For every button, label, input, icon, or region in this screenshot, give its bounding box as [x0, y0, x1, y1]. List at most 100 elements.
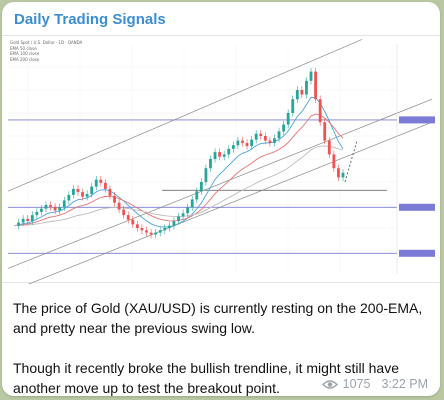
candle-body [295, 90, 299, 100]
candle-body [309, 71, 313, 81]
price-tag [399, 116, 435, 124]
candle-body [158, 230, 162, 233]
candle-body [177, 216, 180, 222]
candle-body [122, 209, 126, 216]
chart-axis [396, 44, 435, 274]
channel-lower [7, 98, 433, 269]
candle-body [332, 154, 336, 169]
message-meta: 1075 3:22 PM [321, 377, 428, 391]
legend-ema-200: EMA 200 close [10, 56, 40, 62]
candle-body [103, 182, 107, 189]
price-tag [399, 249, 435, 257]
legend-ema-50: EMA 50 close [10, 45, 37, 51]
candle-body [131, 219, 135, 225]
candle-body [35, 211, 39, 216]
candle-body [167, 225, 171, 228]
candle-body [113, 195, 116, 203]
candle-body [318, 99, 322, 123]
price-tag [399, 203, 435, 211]
candle-body [49, 205, 52, 207]
candle-body [186, 207, 190, 214]
candle-body [282, 124, 285, 132]
candle-body [94, 179, 98, 187]
candle-body [245, 142, 249, 147]
message-bubble: Daily Trading Signals Gold Spot / U.S. D… [2, 2, 440, 396]
candle-body [44, 205, 48, 209]
candle-body [145, 230, 148, 233]
candle-body [21, 218, 25, 223]
channel-lower-2 [27, 121, 433, 284]
candle-body [108, 188, 112, 196]
candle-body [323, 122, 327, 141]
chart-instrument: Gold Spot / U.S. Dollar · 1D · OANDA [10, 40, 83, 45]
eye-icon [321, 379, 338, 389]
candle-body [90, 186, 94, 194]
candle-body [222, 154, 226, 157]
candle-body [227, 148, 231, 155]
candle-body [337, 168, 340, 178]
candle-body [195, 191, 199, 200]
channel-upper [7, 39, 363, 192]
channel-title[interactable]: Daily Trading Signals [14, 11, 166, 28]
candle-body [81, 192, 84, 197]
chart-grid [8, 44, 397, 274]
candle-body [236, 140, 240, 146]
candle-body [199, 182, 203, 192]
message-time: 3:22 PM [381, 377, 428, 391]
chart-candles [17, 67, 358, 239]
candle-body [76, 188, 80, 193]
view-count: 1075 [342, 377, 371, 391]
candle-body [209, 159, 212, 169]
candle-body [58, 207, 62, 211]
candle-body [213, 152, 217, 159]
candle-body [268, 140, 272, 143]
candle-body [231, 145, 235, 149]
chart-legend: Gold Spot / U.S. Dollar · 1D · OANDA EMA… [10, 40, 82, 62]
candle-body [305, 80, 308, 95]
candle-body [273, 138, 276, 143]
candle-body [40, 208, 43, 212]
candle-body [26, 218, 30, 222]
candle-body [99, 179, 103, 183]
candle-body [172, 221, 176, 226]
candle-body [254, 133, 258, 140]
message-paragraph-1: The price of Gold (XAU/USD) is currently… [13, 300, 423, 336]
candle-body [140, 228, 144, 231]
candle-body [67, 194, 71, 201]
candle-body [241, 140, 244, 143]
chart-levels [8, 119, 397, 254]
candle-body [85, 193, 89, 197]
candle-body [327, 140, 331, 155]
candle-body [300, 90, 304, 95]
message-paragraph-2: Though it recently broke the bullish tre… [13, 360, 399, 396]
chart-image[interactable]: Gold Spot / U.S. Dollar · 1D · OANDA EMA… [2, 35, 440, 284]
candle-body [62, 200, 66, 208]
candle-body [117, 202, 121, 210]
candle-body [135, 224, 139, 228]
candle-body [277, 131, 281, 139]
price-chart [7, 39, 435, 284]
candle-body [259, 133, 263, 136]
candle-body [190, 199, 194, 208]
candle-body [149, 232, 153, 235]
projection-arrow [344, 140, 358, 183]
candle-body [72, 188, 75, 195]
candle-body [218, 152, 222, 157]
candle-body [30, 215, 34, 222]
chart-channel [7, 39, 433, 284]
candle-body [250, 139, 254, 147]
candle-body [53, 206, 57, 211]
candle-body [263, 136, 267, 141]
candle-body [181, 213, 185, 217]
candle-body [341, 172, 345, 178]
message-text: The price of Gold (XAU/USD) is currently… [13, 298, 433, 396]
candle-body [126, 215, 130, 220]
candle-body [163, 228, 167, 231]
candle-body [314, 71, 317, 100]
candle-body [154, 232, 158, 235]
candle-body [204, 168, 208, 182]
candle-body [286, 113, 290, 125]
legend-ema-100: EMA 100 close [10, 51, 40, 56]
candle-body [291, 99, 295, 113]
candle-body [17, 222, 20, 226]
